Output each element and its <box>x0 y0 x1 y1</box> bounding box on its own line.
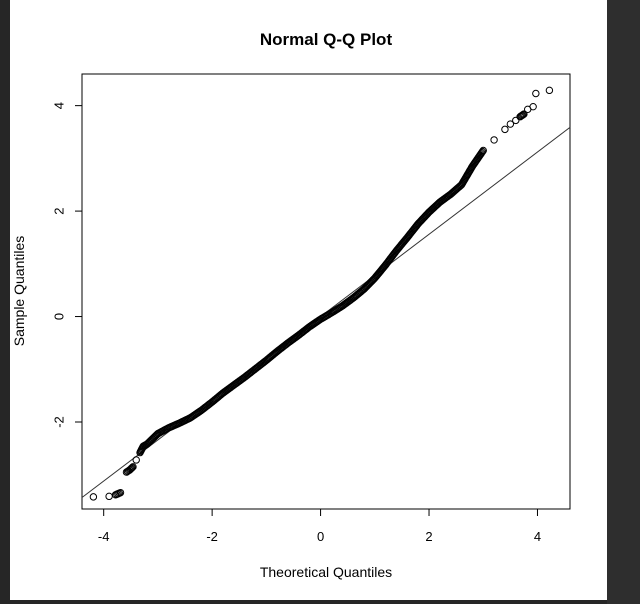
data-point <box>545 86 554 95</box>
data-point <box>519 111 527 119</box>
data-point <box>129 463 137 471</box>
x-tick-label: -2 <box>206 529 218 544</box>
data-point <box>518 111 526 120</box>
data-point <box>490 136 498 144</box>
data-point <box>89 493 98 501</box>
y-tick-label: 4 <box>51 102 66 109</box>
data-point <box>512 116 520 125</box>
data-point <box>506 120 515 128</box>
points-group <box>89 86 554 501</box>
y-tick-label: -2 <box>51 416 66 428</box>
x-axis-label: Theoretical Quantiles <box>260 564 392 580</box>
data-point <box>520 110 528 118</box>
x-tick-label: 4 <box>534 529 541 544</box>
window-edge <box>607 0 640 604</box>
y-tick-label: 0 <box>51 313 66 320</box>
x-tick-label: -4 <box>98 529 110 544</box>
y-tick-label: 2 <box>51 207 66 214</box>
data-point <box>127 464 136 473</box>
data-point <box>128 463 136 472</box>
y-axis-label: Sample Quantiles <box>11 236 27 347</box>
x-tick-label: 2 <box>425 529 432 544</box>
data-point <box>116 488 125 497</box>
data-point <box>478 147 487 156</box>
x-tick-label: 0 <box>317 529 324 544</box>
data-point <box>532 89 540 98</box>
chart-title: Normal Q-Q Plot <box>260 30 393 49</box>
data-point <box>105 492 113 501</box>
data-point <box>529 102 537 111</box>
data-point <box>477 149 486 157</box>
data-point <box>126 465 135 473</box>
data-point <box>132 456 140 464</box>
data-point <box>501 125 509 134</box>
data-point <box>479 146 487 155</box>
x-axis: -4 -2 0 2 4 <box>98 508 541 544</box>
y-axis: -2 0 2 4 <box>51 102 83 428</box>
